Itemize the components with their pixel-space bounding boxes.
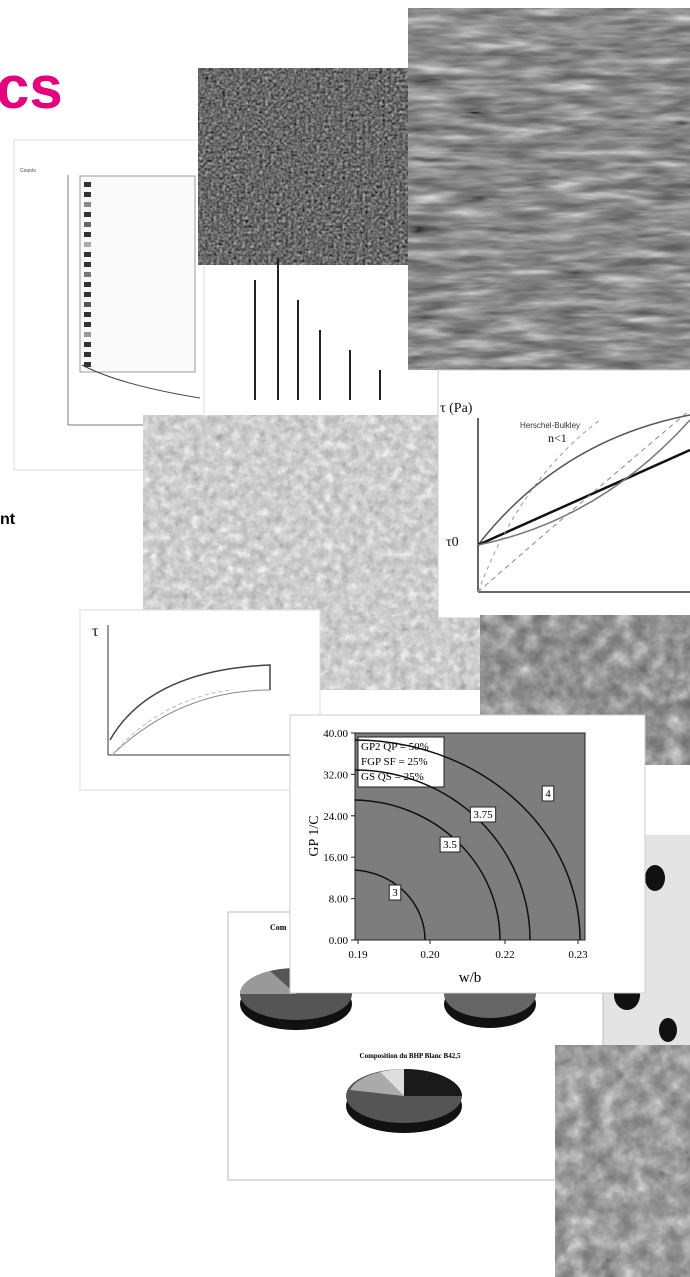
x-axis-label: w/b [459, 970, 482, 986]
rheology-condition: n<1 [548, 431, 567, 445]
pie-title: Composition du BHP Blanc B42,5 [360, 1052, 461, 1060]
contour-level-box [439, 836, 461, 853]
x-tick-label: 0.22 [495, 949, 514, 961]
xrd-peaks [254, 258, 381, 400]
contour-legend-entry: GP2 QP = 50% [361, 741, 429, 753]
rheology-curve-label: Herschel-Bulkley [520, 421, 580, 430]
x-tick-label: 0.20 [420, 949, 440, 961]
contour-level-label: 3 [392, 887, 398, 899]
y-tick-label: 8.00 [329, 894, 349, 906]
xrd-axis-label: Counts [20, 168, 36, 174]
x-tick-label: 0.19 [348, 949, 368, 961]
y-tick-label: 0.00 [329, 935, 349, 947]
contour-legend-entry: GS QS = 25% [361, 771, 424, 783]
contour-level-box [541, 785, 555, 802]
hysteresis-panel: τ [79, 609, 321, 791]
y-axis-label: GP 1/C [307, 815, 322, 856]
y-tick-label: 24.00 [323, 811, 348, 823]
y-tick-label: 40.00 [323, 728, 348, 740]
contour-level-box [388, 884, 402, 901]
rheology-y-label: τ (Pa) [440, 401, 473, 416]
contour-level-label: 3.5 [443, 839, 457, 851]
contour-legend-entry: FGP SF = 25% [361, 756, 428, 768]
title-fragment: cs [0, 54, 63, 121]
hysteresis-y-label: τ [92, 623, 99, 640]
xrd-panel: Counts [13, 139, 205, 471]
rheology-yield-label: τ0 [446, 535, 459, 550]
micrograph-4-texture [555, 1045, 690, 1277]
y-tick-label: 32.00 [323, 769, 348, 781]
contour-level-label: 3.75 [473, 809, 493, 821]
contour-panel: GP2 QP = 50% FGP SF = 25% GS QS = 25% 0.00 8… [289, 714, 646, 994]
y-tick-label: 16.00 [323, 852, 348, 864]
text-fragment: nt [0, 511, 16, 528]
x-tick-label: 0.23 [568, 949, 588, 961]
fiber-texture [408, 8, 690, 370]
contour-level-box [469, 806, 497, 823]
rheology-panel: τ (Pa) Herschel-Bulkley n<1 τ0 [437, 369, 690, 619]
contour-level-label: 4 [545, 788, 551, 800]
pie-title-fragment: Com [270, 923, 287, 932]
